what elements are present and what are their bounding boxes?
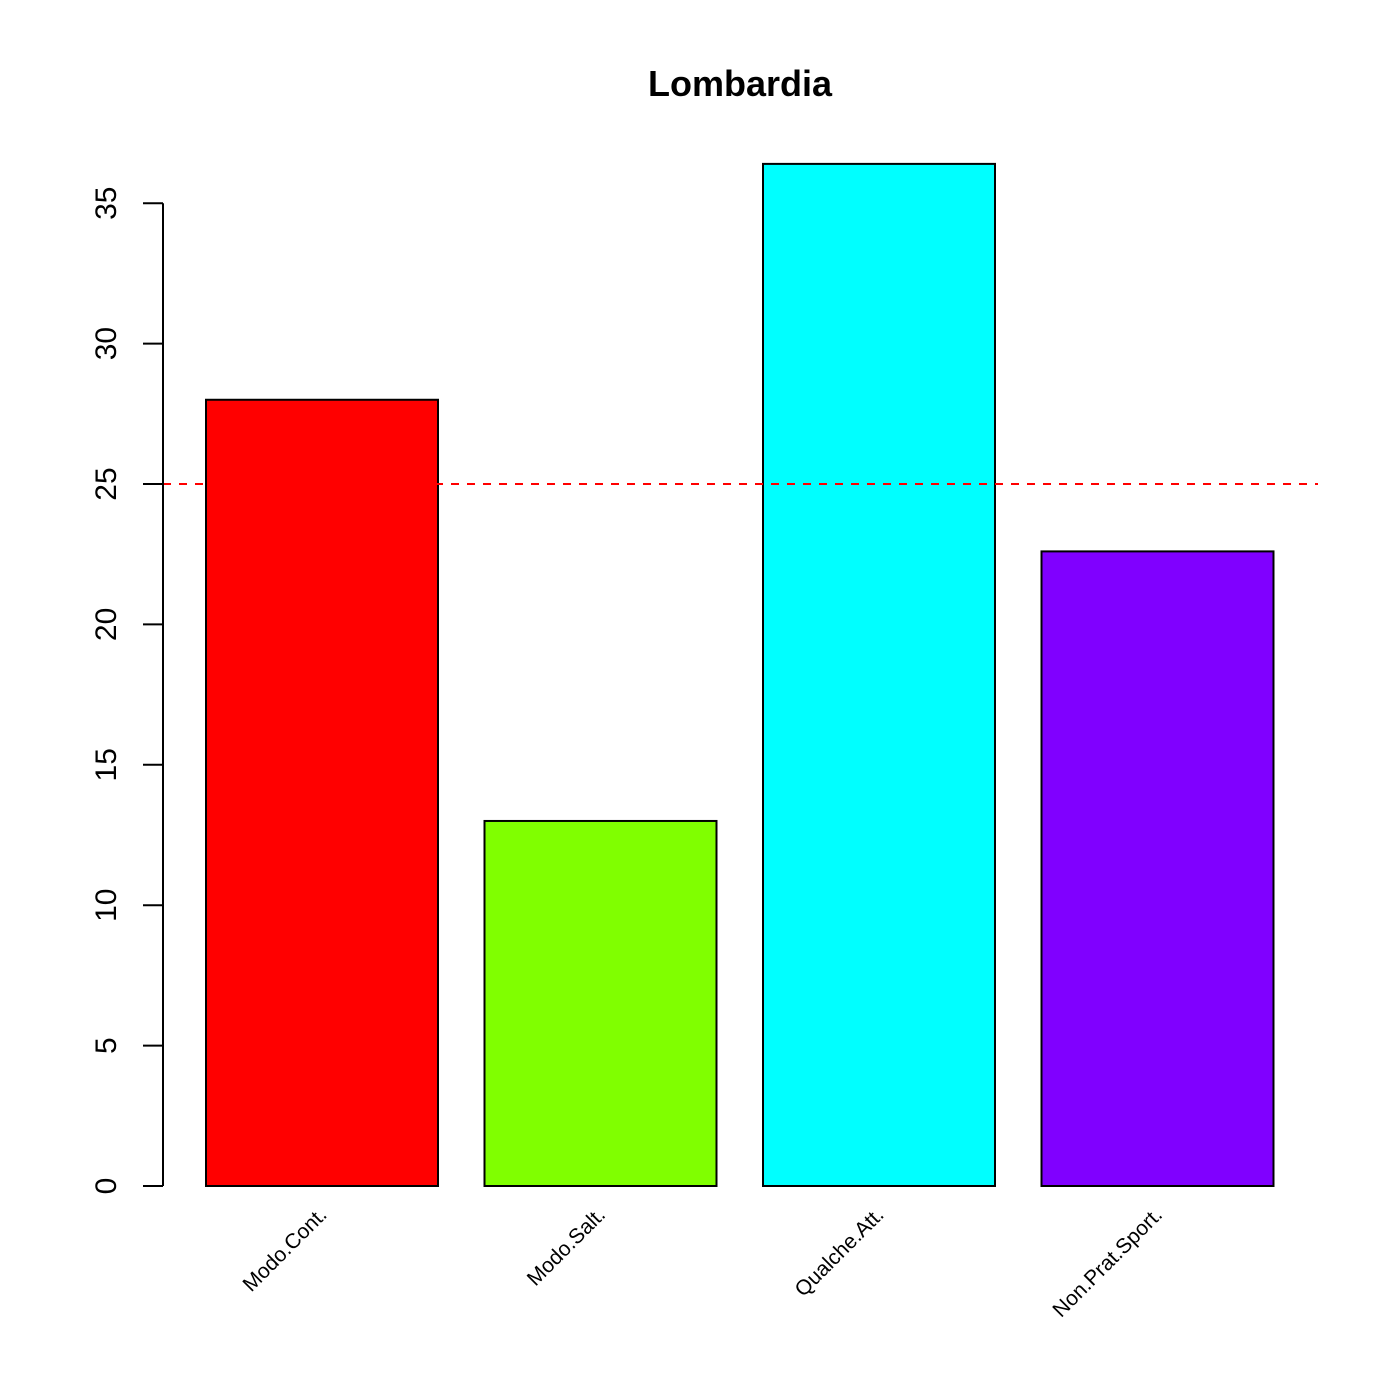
x-tick-label: Qualche.Att. <box>791 1203 889 1301</box>
x-tick-label: Non.Prat.Sport. <box>1048 1203 1167 1322</box>
y-tick-label: 35 <box>90 187 123 220</box>
y-tick-label: 5 <box>90 1037 123 1054</box>
x-axis-labels: Modo.Cont. Modo.Salt. Qualche.Att. Non.Prat… <box>239 1203 1168 1322</box>
y-tick-label: 20 <box>90 608 123 641</box>
bars-layer <box>205 162 1275 1188</box>
bar-non-prat-sport <box>1040 550 1275 1187</box>
y-tick-label: 30 <box>90 327 123 360</box>
x-tick-label: Modo.Salt. <box>523 1203 610 1290</box>
y-tick-label: 25 <box>90 467 123 500</box>
y-axis: 0 5 10 15 20 25 30 35 <box>90 187 164 1195</box>
y-tick-label: 0 <box>90 1178 123 1195</box>
bar-qualche-att <box>762 162 996 1187</box>
x-tick-label: Modo.Cont. <box>239 1203 332 1296</box>
y-tick-label: 15 <box>90 748 123 781</box>
bar-modo-salt <box>483 819 718 1188</box>
bar-modo-cont <box>205 398 439 1187</box>
chart-title: Lombardia <box>648 63 833 104</box>
y-tick-label: 10 <box>90 889 123 922</box>
